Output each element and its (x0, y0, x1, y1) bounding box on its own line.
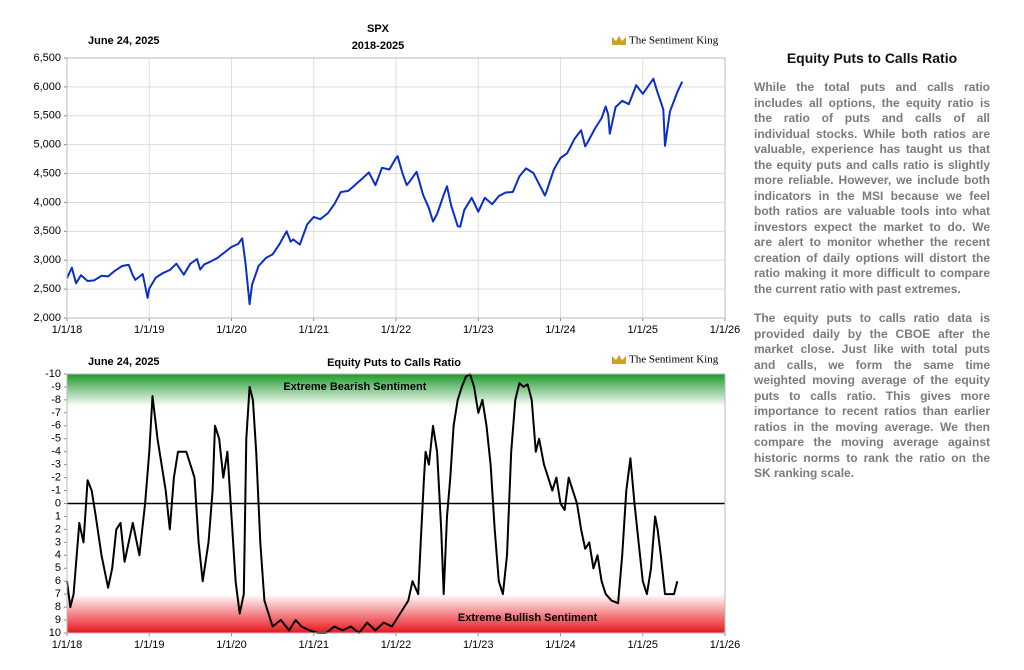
data-line (66, 373, 679, 634)
x-tick-label: 1/1/22 (381, 324, 412, 336)
chart-title: Equity Puts to Calls Ratio (327, 357, 461, 369)
y-tick-label: -10 (45, 368, 61, 380)
y-tick-label: -4 (51, 446, 61, 458)
x-tick-label: 1/1/24 (545, 639, 576, 651)
y-tick-label: 4,000 (33, 196, 61, 208)
band-label: Extreme Bullish Sentiment (458, 612, 598, 624)
y-tick-label: 4 (55, 549, 61, 561)
x-tick-label: 1/1/18 (52, 324, 83, 336)
y-tick-label: 2 (55, 523, 61, 535)
x-tick-label: 1/1/20 (216, 324, 247, 336)
y-tick-label: -1 (51, 484, 61, 496)
x-tick-label: 1/1/20 (216, 639, 247, 651)
plot-border (66, 373, 726, 634)
y-tick-label: 6,000 (33, 81, 61, 93)
chart-subtitle: 2018-2025 (352, 40, 405, 52)
y-tick-label: -2 (51, 472, 61, 484)
x-tick-label: 1/1/26 (710, 639, 741, 651)
y-tick-label: 3,500 (33, 225, 61, 237)
y-tick-label: -6 (51, 420, 61, 432)
sidebar: Equity Puts to Calls Ratio While the tot… (754, 50, 990, 496)
paragraph: The equity puts to calls ratio data is p… (754, 311, 990, 480)
data-line (66, 77, 684, 306)
y-tick-label: -9 (51, 381, 61, 393)
x-tick-label: 1/1/18 (52, 639, 83, 651)
x-tick-label: 1/1/19 (134, 639, 165, 651)
sentiment-band (67, 594, 725, 633)
y-tick-label: 6,500 (33, 52, 61, 64)
x-tick-label: 1/1/25 (627, 324, 658, 336)
date-label: June 24, 2025 (88, 356, 160, 368)
y-tick-label: 2,500 (33, 283, 61, 295)
y-tick-label: 1 (55, 510, 61, 522)
x-tick-label: 1/1/21 (298, 324, 329, 336)
crown-icon (612, 355, 626, 364)
watermark: The Sentiment King (629, 35, 719, 47)
plot-border (66, 57, 726, 319)
y-tick-label: -8 (51, 394, 61, 406)
x-tick-label: 1/1/19 (134, 324, 165, 336)
y-tick-label: -7 (51, 407, 61, 419)
x-tick-label: 1/1/22 (381, 639, 412, 651)
y-tick-label: 6 (55, 575, 61, 587)
sidebar-title: Equity Puts to Calls Ratio (786, 50, 958, 66)
y-tick-label: 5,000 (33, 139, 61, 151)
band-label: Extreme Bearish Sentiment (283, 381, 426, 393)
y-tick-label: 3,000 (33, 254, 61, 266)
x-tick-label: 1/1/21 (298, 639, 329, 651)
y-tick-label: 9 (55, 614, 61, 626)
y-tick-label: 0 (55, 497, 61, 509)
y-tick-label: 3 (55, 536, 61, 548)
y-tick-label: 10 (49, 627, 61, 639)
y-tick-label: 2,000 (33, 312, 61, 324)
watermark: The Sentiment King (629, 354, 719, 366)
y-tick-label: 5 (55, 562, 61, 574)
x-tick-label: 1/1/24 (545, 324, 576, 336)
y-tick-label: -5 (51, 433, 61, 445)
x-tick-label: 1/1/23 (463, 324, 494, 336)
y-tick-label: 7 (55, 588, 61, 600)
y-tick-label: -3 (51, 459, 61, 471)
charts: 2,000 2,500 3,000 3,500 4,000 4,500 5,000 5,500… (33, 23, 741, 651)
chart-title: SPX (367, 23, 390, 35)
y-tick-label: 8 (55, 601, 61, 613)
x-tick-label: 1/1/25 (627, 639, 658, 651)
date-label: June 24, 2025 (88, 35, 160, 47)
x-tick-label: 1/1/23 (463, 639, 494, 651)
sentiment-band (67, 374, 725, 407)
paragraph: While the total puts and calls ratio inc… (754, 80, 990, 296)
y-tick-label: 5,500 (33, 110, 61, 122)
crown-icon (612, 36, 626, 45)
y-tick-label: 4,500 (33, 167, 61, 179)
x-tick-label: 1/1/26 (710, 324, 741, 336)
